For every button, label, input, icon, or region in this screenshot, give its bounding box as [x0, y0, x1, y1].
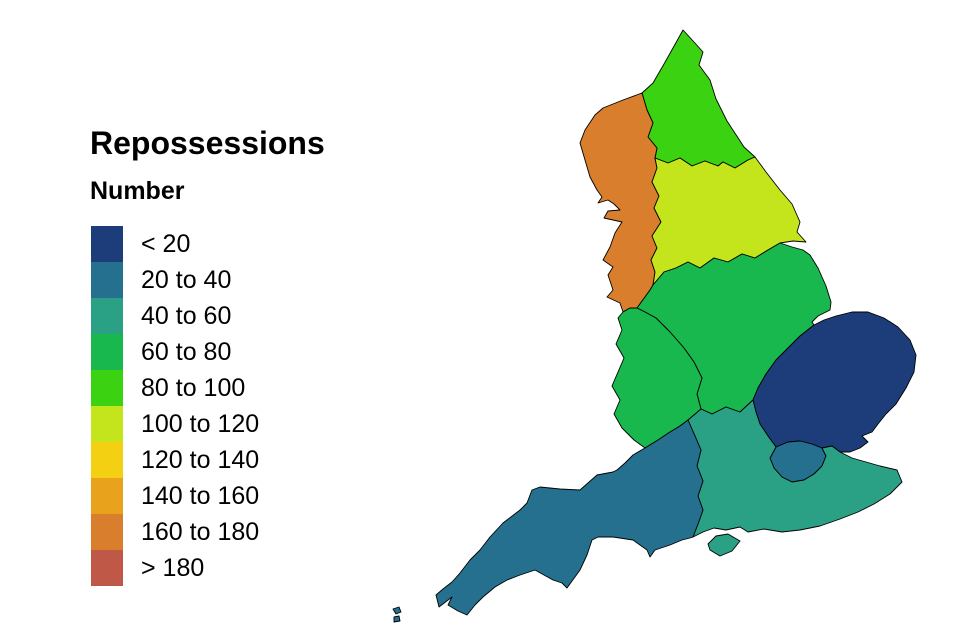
region-south-west [392, 606, 402, 615]
legend-label: 120 to 140 [141, 446, 260, 474]
legend-swatch [91, 298, 123, 334]
region-north-east [641, 29, 756, 169]
legend-label: 100 to 120 [141, 410, 260, 438]
legend-item: 100 to 120 [91, 406, 259, 442]
legend-swatch [91, 406, 123, 442]
legend-swatch [91, 262, 123, 298]
legend-item: > 180 [91, 550, 259, 586]
region-south-west [393, 615, 401, 623]
legend-label: < 20 [141, 230, 191, 258]
legend-swatch [91, 370, 123, 406]
legend-item: < 20 [91, 226, 259, 262]
legend-item: 20 to 40 [91, 262, 259, 298]
legend-swatch [91, 514, 123, 550]
legend-item: 120 to 140 [91, 442, 259, 478]
legend-swatch [91, 550, 123, 586]
legend-label: 140 to 160 [141, 482, 260, 510]
region-south-west [435, 419, 704, 616]
legend-item: 140 to 160 [91, 478, 259, 514]
region-north-west [579, 92, 662, 313]
legend-item: 60 to 80 [91, 334, 259, 370]
legend-label: 60 to 80 [141, 338, 232, 366]
figure-title: Repossessions [90, 125, 325, 161]
region-south-east [707, 533, 741, 557]
legend-swatch [91, 226, 123, 262]
legend: < 20 20 to 40 40 to 60 60 to 80 80 to 10… [91, 226, 259, 586]
legend-item: 80 to 100 [91, 370, 259, 406]
legend-item: 40 to 60 [91, 298, 259, 334]
legend-swatch [91, 478, 123, 514]
legend-label: 40 to 60 [141, 302, 232, 330]
region-east-of-england [752, 311, 917, 453]
legend-label: 160 to 180 [141, 518, 260, 546]
legend-label: 80 to 100 [141, 374, 246, 402]
legend-label: 20 to 40 [141, 266, 232, 294]
legend-label: > 180 [141, 554, 205, 582]
legend-title: Number [90, 177, 185, 205]
legend-swatch [91, 442, 123, 478]
legend-swatch [91, 334, 123, 370]
legend-item: 160 to 180 [91, 514, 259, 550]
